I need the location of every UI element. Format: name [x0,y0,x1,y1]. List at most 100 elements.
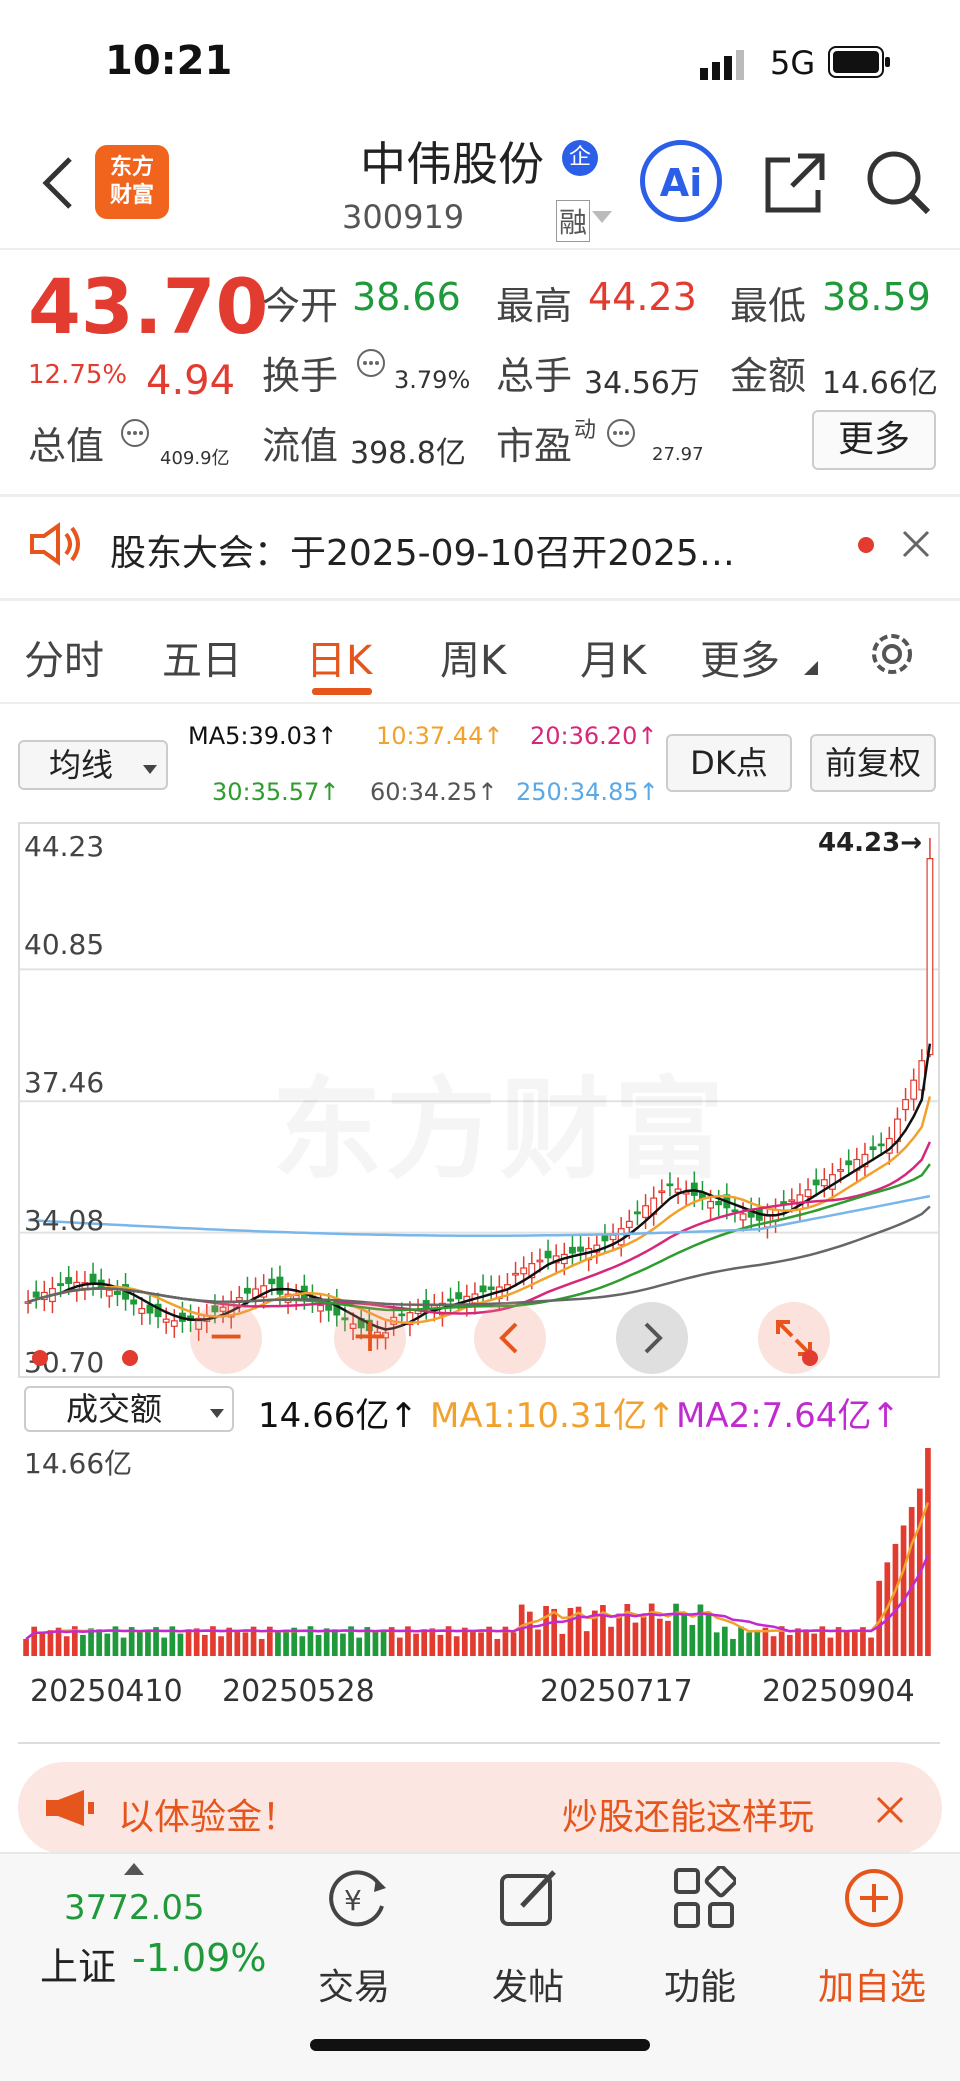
candle-body [317,1304,325,1312]
tabs-divider [0,702,960,704]
index-name[interactable]: 上证 [40,1945,117,1989]
chart-watermark: 东方财富 [272,1040,728,1200]
signal-icon [700,50,750,84]
nav-features-label[interactable]: 功能 [664,1967,737,2008]
volume-bar [730,1638,736,1656]
candle-body [341,1317,349,1321]
svg-text:¥: ¥ [344,1884,362,1917]
volume-bar [112,1626,119,1656]
index-change[interactable]: -1.09% [132,1936,267,1980]
promo-close-icon[interactable] [876,1796,904,1828]
candle-body [276,1276,284,1295]
volume-bar [543,1605,549,1656]
volume-bar [323,1628,330,1656]
volume-bar [632,1622,639,1656]
volume-bar [104,1633,111,1656]
volume-select[interactable]: 成交额 [24,1386,234,1432]
candle-body [520,1267,528,1275]
volume-bar [250,1626,257,1656]
volume-bar [494,1638,501,1656]
kline-chart[interactable] [18,822,940,1378]
settings-gear-icon[interactable] [866,628,918,684]
volume-bar [518,1604,525,1656]
badge-qi: 企 [562,140,598,176]
candle-body [32,1291,40,1298]
battery-icon [828,46,892,82]
nav-add-watchlist-label[interactable]: 加自选 [818,1967,927,2008]
amount-label: 金额 [730,354,807,398]
quote-divider [0,494,960,497]
volume-bar [161,1637,168,1656]
tab-monthly-k[interactable]: 月K [580,638,647,684]
turnover-info-icon[interactable] [356,348,386,382]
dk-point-button[interactable]: DK点 [666,734,792,792]
index-value[interactable]: 3772.05 [64,1888,205,1928]
candle-body [902,1099,910,1111]
volume-bar [827,1637,834,1656]
ai-button[interactable]: Ai [640,140,722,222]
volume-bar [470,1630,476,1656]
volume-bar [689,1624,696,1656]
candle-body [211,1305,219,1313]
fullscreen-button[interactable] [758,1302,830,1374]
tab-intraday[interactable]: 分时 [24,638,104,684]
tab-daily-k[interactable]: 日K [306,638,373,684]
dk-dot-3 [802,1350,818,1366]
volume-bar [153,1627,159,1656]
dk-dot-2 [122,1350,138,1366]
scroll-right-button[interactable] [616,1302,688,1374]
dropdown-icon[interactable] [592,210,612,229]
ma60-label: 60:34.25↑ [370,778,498,806]
candle-body [845,1160,853,1166]
back-icon[interactable] [38,155,78,215]
volume-current: 14.66亿↑ [258,1396,418,1436]
volume-bar [925,1448,931,1656]
mktcap-info-icon[interactable] [120,418,150,452]
post-icon[interactable] [498,1866,562,1934]
zoom-out-button[interactable]: − [190,1302,262,1374]
volume-bar [526,1611,533,1656]
candle-body [479,1285,487,1293]
nav-trade-label[interactable]: 交易 [318,1967,391,2008]
volume-bar [258,1638,265,1656]
more-button[interactable]: 更多 [812,410,936,470]
low-label: 最低 [730,284,807,328]
volume-chart[interactable] [18,1438,940,1656]
y-label-2: 37.46 [24,1066,105,1099]
candle-body [617,1228,625,1246]
volume-bar [640,1617,647,1656]
index-expand-icon[interactable] [124,1860,144,1879]
date-label-2: 20250717 [540,1674,693,1709]
volume-bar [71,1626,78,1656]
volume-bar [169,1626,176,1656]
nav-post-label[interactable]: 发帖 [492,1967,565,2008]
promo-banner[interactable] [18,1762,942,1854]
candle-body [910,1079,918,1100]
scroll-left-button[interactable] [474,1302,546,1374]
tab-more[interactable]: 更多 [700,638,780,684]
volume-bar [486,1626,493,1656]
tab-weekly-k[interactable]: 周K [440,638,507,684]
volume-bar [567,1608,574,1656]
candle-body [601,1235,609,1242]
high-value: 44.23 [588,275,697,319]
candle-body [105,1289,113,1297]
volume-bar [754,1630,761,1656]
search-icon[interactable] [864,148,934,222]
share-icon[interactable] [762,150,828,220]
zoom-in-button[interactable]: + [334,1302,406,1374]
features-icon[interactable] [672,1864,738,1934]
pe-info-icon[interactable] [606,418,636,452]
notice-close-icon[interactable] [902,530,930,562]
indicator-select-caret-icon [143,760,157,779]
volume-bar [551,1608,558,1656]
volume-bar [608,1626,614,1656]
candle-body [219,1306,227,1312]
tab-5day[interactable]: 五日 [162,638,242,684]
notice-text[interactable]: 股东大会：于2025-09-10召开2025… [110,533,735,574]
adjust-button[interactable]: 前复权 [810,734,936,792]
volume-bar [120,1637,127,1656]
add-watchlist-icon[interactable] [842,1866,906,1934]
volume-bar [478,1632,484,1656]
trade-icon[interactable]: ¥ [322,1866,392,1934]
